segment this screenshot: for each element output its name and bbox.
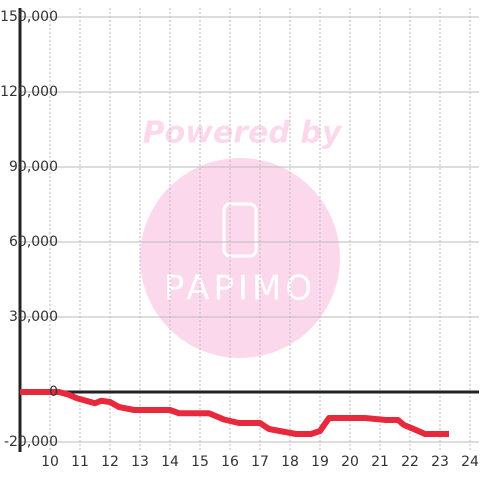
watermark-text: Powered by: [143, 116, 343, 151]
y-tick-label: 60,000: [9, 234, 58, 250]
x-tick-label: 22: [401, 454, 419, 470]
x-tick-label: 14: [161, 454, 179, 470]
x-tick-label: 21: [371, 454, 389, 470]
x-tick-label: 17: [251, 454, 269, 470]
x-tick-label: 10: [41, 454, 59, 470]
watermark-icon: [222, 202, 258, 258]
x-tick-label: 13: [131, 454, 149, 470]
x-tick-label: 18: [281, 454, 299, 470]
watermark-logo: PAPIMO: [164, 269, 316, 309]
x-tick-label: 16: [221, 454, 239, 470]
y-tick-label: 30,000: [9, 309, 58, 325]
x-tick-label: 24: [461, 454, 479, 470]
x-tick-label: 12: [101, 454, 119, 470]
x-tick-label: 23: [431, 454, 449, 470]
line-series: [20, 389, 449, 437]
x-tick-label: 15: [191, 454, 209, 470]
y-tick-label: 150,000: [0, 9, 58, 25]
y-tick-label: 120,000: [0, 84, 58, 100]
y-tick-label: -20,000: [4, 434, 58, 450]
y-tick-label: 90,000: [9, 159, 58, 175]
x-tick-label: 20: [341, 454, 359, 470]
y-tick-label: 0: [49, 384, 58, 400]
x-tick-label: 11: [71, 454, 89, 470]
x-tick-label: 19: [311, 454, 329, 470]
